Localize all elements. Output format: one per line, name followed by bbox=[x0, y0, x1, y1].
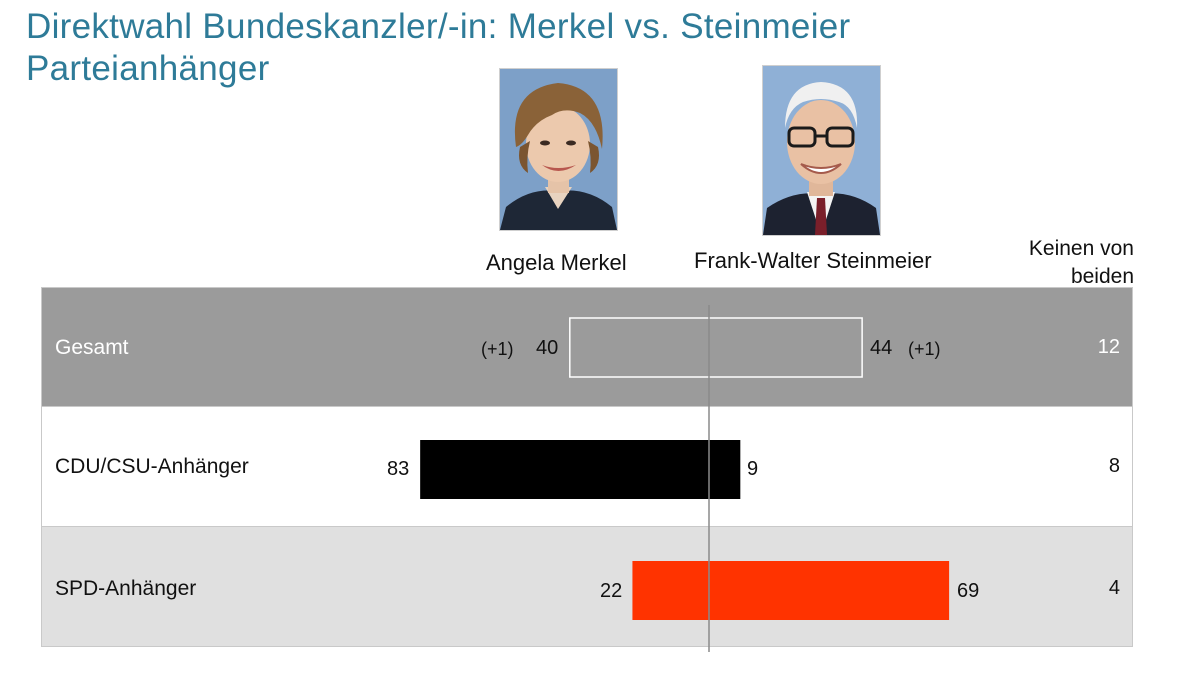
merkel-value-gesamt: 40 bbox=[536, 337, 559, 359]
neither-column-label: Keinen von beiden bbox=[1029, 235, 1134, 291]
neither-value-spd: 4 bbox=[1108, 577, 1120, 599]
neither-label-line-2: beiden bbox=[1070, 265, 1134, 288]
steinmeier-value-cdu: 9 bbox=[747, 458, 759, 480]
neither-label-line-1: Keinen von bbox=[1028, 237, 1134, 260]
steinmeier-delta-gesamt: (+1) bbox=[908, 339, 941, 359]
row-gesamt: Gesamt (+1) 40 44 (+1) 12 bbox=[42, 288, 1132, 408]
row-label-spd: SPD-Anhänger bbox=[55, 577, 197, 600]
merkel-column-label: Angela Merkel bbox=[486, 250, 627, 275]
neither-value-gesamt: 12 bbox=[1097, 336, 1120, 358]
row-label-cdu: CDU/CSU-Anhänger bbox=[55, 455, 249, 478]
merkel-delta-gesamt: (+1) bbox=[481, 339, 514, 359]
title-line-1: Direktwahl Bundeskanzler/-in: Merkel vs.… bbox=[26, 7, 851, 46]
row-spd: SPD-Anhänger 22 69 4 bbox=[42, 526, 1132, 646]
merkel-value-cdu: 83 bbox=[387, 458, 410, 480]
steinmeier-photo bbox=[762, 65, 881, 236]
neither-value-cdu: 8 bbox=[1108, 455, 1120, 477]
steinmeier-column-label: Frank-Walter Steinmeier bbox=[694, 248, 932, 273]
steinmeier-value-spd: 69 bbox=[957, 580, 980, 602]
steinmeier-value-gesamt: 44 bbox=[870, 337, 893, 359]
row-cdu: CDU/CSU-Anhänger 83 9 8 bbox=[42, 406, 1132, 526]
results-table: Gesamt (+1) 40 44 (+1) 12 CDU/CSU-Anhäng… bbox=[41, 287, 1133, 647]
merkel-value-spd: 22 bbox=[600, 580, 623, 602]
title-line-2: Parteianhänger bbox=[26, 49, 270, 88]
row-label-gesamt: Gesamt bbox=[55, 336, 129, 359]
merkel-photo bbox=[499, 68, 618, 231]
page-title: Direktwahl Bundeskanzler/-in: Merkel vs.… bbox=[26, 6, 851, 90]
